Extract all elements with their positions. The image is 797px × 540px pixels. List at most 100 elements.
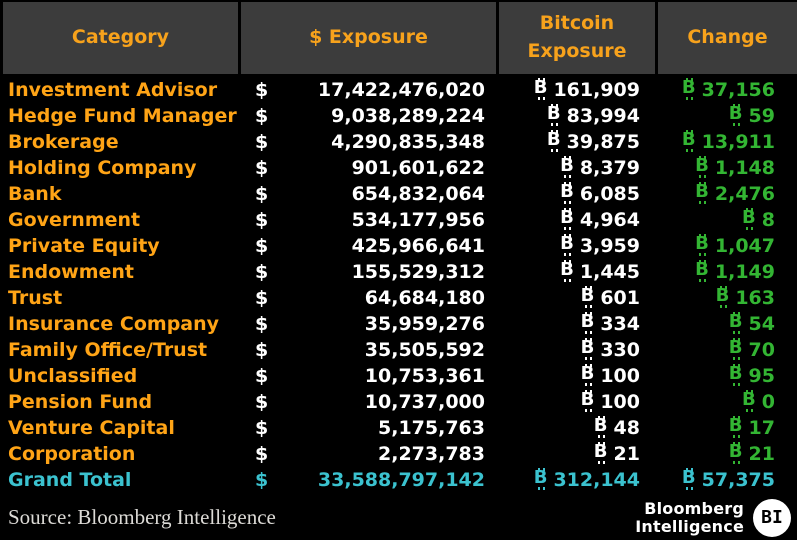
dollar-sign-icon: $ xyxy=(255,183,269,205)
dollar-sign-icon: $ xyxy=(255,339,269,361)
bitcoin-icon: B xyxy=(581,286,594,309)
header-change: Change xyxy=(658,2,797,74)
usd-exposure-cell: $155,529,312 xyxy=(241,261,499,283)
dollar-sign-icon: $ xyxy=(255,469,269,491)
bitcoin-icon: B xyxy=(581,338,594,361)
category-cell: Venture Capital xyxy=(8,417,175,439)
category-cell: Insurance Company xyxy=(8,313,220,335)
bitcoin-exposure-cell: B 3,959 xyxy=(499,234,658,257)
table-row: Endowment $155,529,312 B 1,445 B 1,149 xyxy=(0,259,797,285)
table-row: Family Office/Trust $35,505,592 B 330 B 70 xyxy=(0,337,797,363)
change-value: 95 xyxy=(748,365,775,387)
change-value: 163 xyxy=(735,287,775,309)
bitcoin-exposure-cell: B 100 xyxy=(499,364,658,387)
bitcoin-icon: B xyxy=(729,104,743,127)
dollar-sign-icon: $ xyxy=(255,417,269,439)
change-cell: B 70 xyxy=(658,338,797,361)
bitcoin-icon: B xyxy=(682,468,696,491)
bi-badge-icon: BI xyxy=(753,498,791,537)
bitcoin-icon: B xyxy=(581,312,594,335)
usd-exposure-cell: $425,966,641 xyxy=(241,235,499,257)
change-cell: B 2,476 xyxy=(658,182,797,205)
usd-exposure-cell: $35,959,276 xyxy=(241,313,499,335)
category-cell: Grand Total xyxy=(8,469,132,491)
bitcoin-icon: B xyxy=(560,156,574,179)
usd-exposure-cell: $654,832,064 xyxy=(241,183,499,205)
usd-exposure-cell: $10,737,000 xyxy=(241,391,499,413)
change-value: 8 xyxy=(761,209,775,231)
usd-exposure-cell: $64,684,180 xyxy=(241,287,499,309)
dollar-sign-icon: $ xyxy=(255,105,269,127)
bitcoin-icon: B xyxy=(682,130,696,153)
usd-value: 5,175,763 xyxy=(378,417,485,439)
logo-text: Bloomberg Intelligence xyxy=(635,499,744,536)
table-row: Bank $654,832,064 B 6,085 B 2,476 xyxy=(0,181,797,207)
category-cell: Government xyxy=(8,209,141,231)
category-cell: Brokerage xyxy=(8,131,119,153)
category-cell: Family Office/Trust xyxy=(8,339,208,361)
btc-value: 8,379 xyxy=(579,157,640,179)
usd-value: 35,505,592 xyxy=(364,339,485,361)
grand-total-row: Grand Total $33,588,797,142 B 312,144 B 57,37… xyxy=(0,467,797,493)
change-cell: B 57,375 xyxy=(658,468,797,491)
usd-value: 654,832,064 xyxy=(351,183,485,205)
change-value: 17 xyxy=(748,417,775,439)
bitcoin-icon: B xyxy=(534,78,547,101)
change-value: 57,375 xyxy=(701,469,775,491)
bitcoin-exposure-cell: B 48 xyxy=(499,416,658,439)
change-cell: B 21 xyxy=(658,442,797,465)
category-cell: Unclassified xyxy=(8,365,138,387)
change-value: 37,156 xyxy=(701,79,775,101)
bitcoin-icon: B xyxy=(729,338,743,361)
btc-value: 83,994 xyxy=(566,105,640,127)
bitcoin-icon: B xyxy=(729,442,743,465)
category-cell: Holding Company xyxy=(8,157,197,179)
change-value: 2,476 xyxy=(714,183,775,205)
category-cell: Private Equity xyxy=(8,235,160,257)
dollar-sign-icon: $ xyxy=(255,79,269,101)
table-row: Government $534,177,956 B 4,964 B 8 xyxy=(0,207,797,233)
usd-exposure-cell: $9,038,289,224 xyxy=(241,105,499,127)
bitcoin-icon: B xyxy=(547,104,561,127)
dollar-sign-icon: $ xyxy=(255,391,269,413)
usd-value: 17,422,476,020 xyxy=(317,79,485,101)
change-value: 13,911 xyxy=(701,131,775,153)
bitcoin-icon: B xyxy=(547,130,561,153)
btc-value: 100 xyxy=(600,391,640,413)
bitcoin-icon: B xyxy=(695,182,709,205)
usd-value: 4,290,835,348 xyxy=(331,131,485,153)
bitcoin-icon: B xyxy=(682,78,696,101)
usd-value: 64,684,180 xyxy=(364,287,485,309)
table-row: Trust $64,684,180 B 601 B 163 xyxy=(0,285,797,311)
bitcoin-icon: B xyxy=(695,260,709,283)
category-cell: Hedge Fund Manager xyxy=(8,105,237,127)
bitcoin-icon: B xyxy=(581,390,594,413)
usd-value: 10,753,361 xyxy=(364,365,485,387)
usd-value: 534,177,956 xyxy=(351,209,485,231)
table-row: Brokerage $4,290,835,348 B 39,875 B 13,911 xyxy=(0,129,797,155)
table-row: Holding Company $901,601,622 B 8,379 B 1,148 xyxy=(0,155,797,181)
bitcoin-exposure-cell: B 161,909 xyxy=(499,78,658,101)
bitcoin-icon: B xyxy=(695,234,709,257)
dollar-sign-icon: $ xyxy=(255,287,269,309)
bitcoin-icon: B xyxy=(581,364,594,387)
bitcoin-icon: B xyxy=(534,468,547,491)
change-value: 0 xyxy=(761,391,775,413)
usd-value: 155,529,312 xyxy=(351,261,485,283)
btc-value: 334 xyxy=(600,313,640,335)
usd-value: 33,588,797,142 xyxy=(317,469,485,491)
bloomberg-intelligence-logo: Bloomberg Intelligence BI xyxy=(635,498,791,537)
bitcoin-exposure-cell: B 330 xyxy=(499,338,658,361)
bitcoin-icon: B xyxy=(742,390,756,413)
header-category: Category xyxy=(0,2,241,74)
logo-line-intelligence: Intelligence xyxy=(635,516,744,536)
usd-exposure-cell: $4,290,835,348 xyxy=(241,131,499,153)
bitcoin-icon: B xyxy=(594,442,608,465)
bitcoin-exposure-cell: B 312,144 xyxy=(499,468,658,491)
category-cell: Corporation xyxy=(8,443,136,465)
change-value: 1,149 xyxy=(714,261,775,283)
bitcoin-exposure-cell: B 8,379 xyxy=(499,156,658,179)
table-row: Private Equity $425,966,641 B 3,959 B 1,047 xyxy=(0,233,797,259)
bitcoin-icon: B xyxy=(729,364,743,387)
